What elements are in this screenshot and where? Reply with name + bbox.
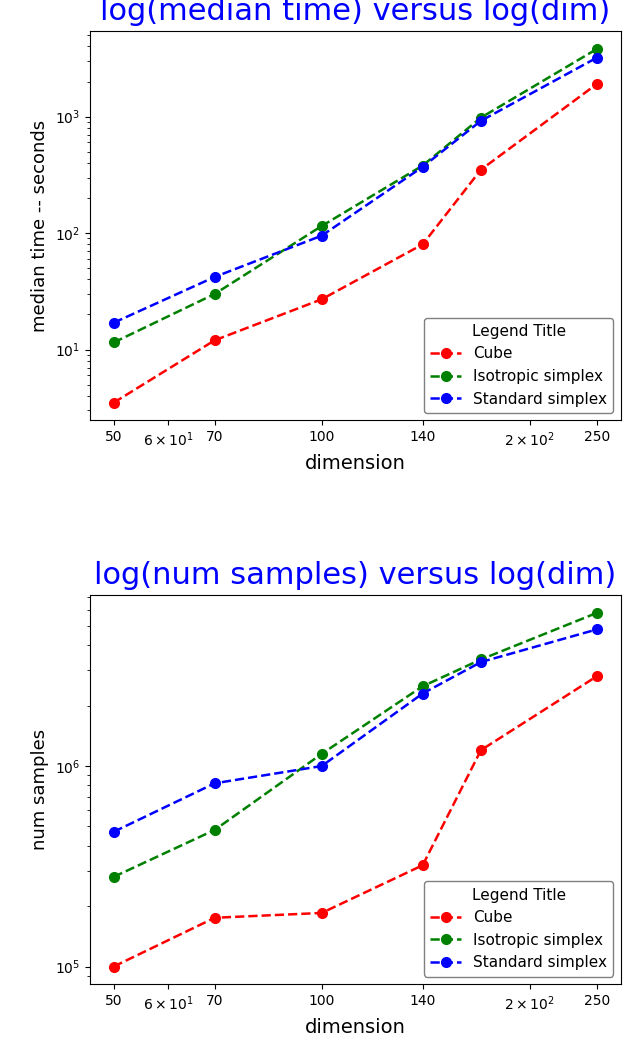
Cube bbox=[477, 743, 484, 756]
Isotropic simplex bbox=[110, 870, 118, 883]
Standard simplex bbox=[211, 777, 218, 789]
Isotropic simplex bbox=[318, 220, 326, 232]
Standard simplex bbox=[110, 316, 118, 329]
Isotropic simplex bbox=[110, 336, 118, 349]
Standard simplex bbox=[477, 114, 484, 127]
Cube bbox=[110, 397, 118, 409]
Isotropic simplex bbox=[419, 680, 426, 692]
Cube bbox=[593, 77, 600, 90]
Isotropic simplex bbox=[593, 43, 600, 55]
Line: Isotropic simplex: Isotropic simplex bbox=[109, 608, 602, 882]
Legend: Cube, Isotropic simplex, Standard simplex: Cube, Isotropic simplex, Standard simple… bbox=[424, 882, 613, 977]
Legend: Cube, Isotropic simplex, Standard simplex: Cube, Isotropic simplex, Standard simple… bbox=[424, 317, 613, 413]
Title: log(median time) versus log(dim): log(median time) versus log(dim) bbox=[100, 0, 611, 26]
Line: Cube: Cube bbox=[109, 80, 602, 407]
Cube bbox=[477, 163, 484, 176]
Standard simplex bbox=[593, 51, 600, 64]
Cube bbox=[110, 960, 118, 973]
Line: Standard simplex: Standard simplex bbox=[109, 625, 602, 837]
Standard simplex bbox=[419, 687, 426, 699]
Standard simplex bbox=[419, 160, 426, 173]
Isotropic simplex bbox=[211, 288, 218, 300]
Isotropic simplex bbox=[477, 111, 484, 124]
Line: Standard simplex: Standard simplex bbox=[109, 53, 602, 328]
Isotropic simplex bbox=[593, 606, 600, 619]
X-axis label: dimension: dimension bbox=[305, 1018, 406, 1038]
Standard simplex bbox=[211, 271, 218, 284]
Y-axis label: median time -- seconds: median time -- seconds bbox=[31, 119, 49, 332]
Standard simplex bbox=[477, 655, 484, 668]
Cube bbox=[211, 912, 218, 925]
Standard simplex bbox=[593, 623, 600, 636]
Cube bbox=[318, 907, 326, 919]
Cube bbox=[419, 859, 426, 871]
Isotropic simplex bbox=[318, 748, 326, 760]
Standard simplex bbox=[318, 229, 326, 242]
Isotropic simplex bbox=[419, 159, 426, 172]
Line: Cube: Cube bbox=[109, 671, 602, 972]
Y-axis label: num samples: num samples bbox=[31, 729, 49, 850]
Cube bbox=[593, 670, 600, 683]
Line: Isotropic simplex: Isotropic simplex bbox=[109, 44, 602, 348]
Standard simplex bbox=[318, 760, 326, 773]
Cube bbox=[211, 334, 218, 347]
Cube bbox=[419, 238, 426, 250]
Title: log(num samples) versus log(dim): log(num samples) versus log(dim) bbox=[94, 561, 616, 591]
Isotropic simplex bbox=[477, 653, 484, 666]
Cube bbox=[318, 293, 326, 306]
Standard simplex bbox=[110, 825, 118, 838]
X-axis label: dimension: dimension bbox=[305, 454, 406, 473]
Isotropic simplex bbox=[211, 824, 218, 837]
